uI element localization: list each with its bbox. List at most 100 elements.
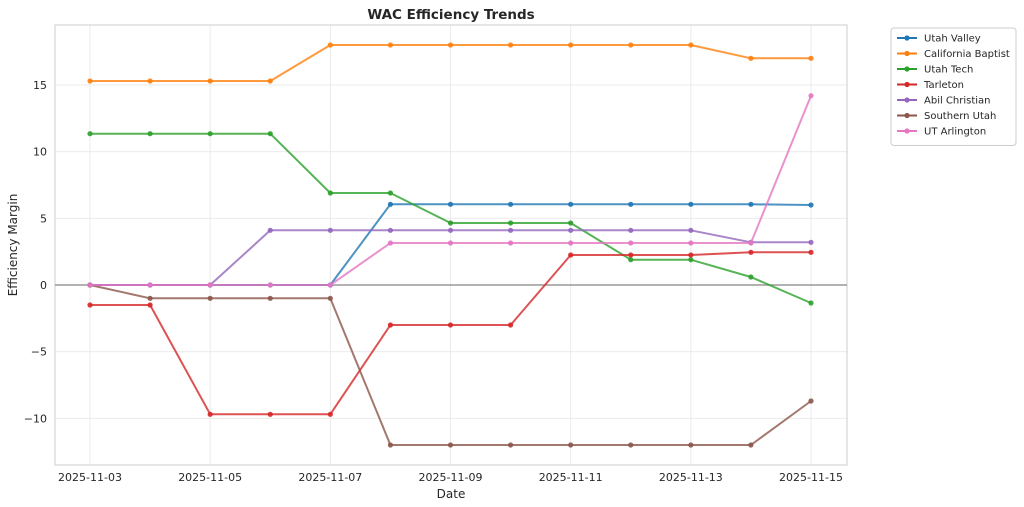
legend-item: Southern Utah	[897, 111, 996, 122]
data-point	[267, 282, 273, 288]
data-point	[447, 442, 454, 448]
x-tick-label: 2025-11-11	[539, 471, 603, 484]
x-tick-label: 2025-11-03	[58, 471, 122, 484]
data-point	[87, 78, 93, 84]
legend-item: Utah Valley	[897, 34, 981, 45]
data-point	[147, 282, 153, 288]
y-tick-label: 5	[40, 212, 47, 225]
y-tick-label: 10	[33, 146, 47, 159]
data-point	[507, 227, 514, 233]
data-point	[387, 42, 394, 48]
data-point	[327, 411, 333, 417]
data-point	[387, 201, 394, 207]
x-axis-label: Date	[437, 487, 466, 501]
data-point	[207, 282, 213, 288]
data-point	[688, 227, 694, 233]
data-point	[507, 442, 514, 448]
data-point	[628, 201, 634, 207]
legend-swatch-marker	[904, 81, 910, 88]
data-point	[748, 55, 754, 61]
legend-swatch-marker	[904, 112, 910, 119]
data-point	[147, 131, 153, 137]
data-point	[568, 240, 574, 246]
data-point	[267, 131, 273, 137]
data-point	[387, 322, 394, 328]
data-point	[808, 239, 814, 245]
data-point	[507, 220, 514, 226]
data-point	[327, 42, 333, 48]
x-axis-ticks: 2025-11-03 2025-11-05 2025-11-07 2025-11-09…	[58, 471, 843, 484]
legend-box	[890, 27, 1017, 146]
data-point	[808, 202, 814, 208]
data-point	[387, 240, 394, 246]
data-point	[207, 295, 213, 301]
data-point	[87, 131, 93, 137]
data-point	[447, 220, 454, 226]
data-point	[568, 42, 574, 48]
data-point	[87, 302, 93, 308]
series-southern-utah	[87, 282, 814, 448]
x-tick-label: 2025-11-15	[779, 471, 843, 484]
data-point	[568, 227, 574, 233]
data-point	[748, 201, 754, 207]
data-point	[447, 240, 454, 246]
series-utah-tech	[87, 131, 814, 306]
chart-title: WAC Efficiency Trends	[367, 7, 534, 23]
data-point	[327, 282, 333, 288]
x-tick-label: 2025-11-13	[659, 471, 723, 484]
data-point	[748, 442, 754, 448]
data-point	[568, 201, 574, 207]
data-point	[688, 42, 694, 48]
data-point	[688, 201, 694, 207]
legend-item: Utah Tech	[897, 65, 973, 76]
data-point	[748, 249, 754, 255]
data-point	[327, 295, 333, 301]
legend-swatch-marker	[904, 66, 910, 72]
data-point	[568, 252, 574, 258]
data-point	[507, 201, 514, 207]
x-tick-label: 2025-11-05	[178, 471, 242, 484]
data-point	[507, 322, 514, 328]
series-ut-arlington	[87, 93, 814, 288]
data-point	[688, 252, 694, 258]
y-axis-ticks: −10 −5 0 5 10 15	[24, 79, 47, 425]
legend-item: California Baptist	[897, 49, 1010, 60]
series-california-baptist	[87, 42, 814, 84]
legend-label: California Baptist	[924, 49, 1010, 60]
legend-label: Abil Christian	[924, 96, 991, 107]
legend-swatch-marker	[904, 128, 910, 134]
legend-label: Utah Valley	[924, 34, 981, 45]
legend-swatch-marker	[904, 35, 910, 41]
legend-item: Tarleton	[897, 80, 964, 91]
legend-label: UT Arlington	[924, 127, 986, 138]
data-point	[387, 227, 394, 233]
data-point	[628, 442, 634, 448]
data-point	[748, 274, 754, 280]
data-point	[748, 240, 754, 246]
data-point	[447, 322, 454, 328]
series-layer	[87, 42, 814, 448]
data-point	[507, 42, 514, 48]
data-point	[447, 227, 454, 233]
legend: Utah Valley California Baptist Utah Tech Ta…	[890, 27, 1017, 146]
data-point	[387, 190, 394, 196]
legend-label: Tarleton	[923, 80, 964, 91]
data-point	[267, 295, 273, 301]
data-point	[87, 282, 93, 288]
legend-item: UT Arlington	[897, 127, 986, 138]
data-point	[808, 93, 814, 99]
data-point	[387, 442, 394, 448]
legend-label: Southern Utah	[924, 111, 996, 122]
x-tick-label: 2025-11-09	[419, 471, 483, 484]
data-point	[207, 78, 213, 84]
x-tick-label: 2025-11-07	[298, 471, 362, 484]
data-point	[267, 227, 273, 233]
data-point	[628, 227, 634, 233]
data-point	[207, 131, 213, 137]
data-point	[327, 227, 333, 233]
legend-swatch-marker	[904, 50, 910, 57]
data-point	[688, 442, 694, 448]
data-point	[568, 442, 574, 448]
data-point	[628, 42, 634, 48]
